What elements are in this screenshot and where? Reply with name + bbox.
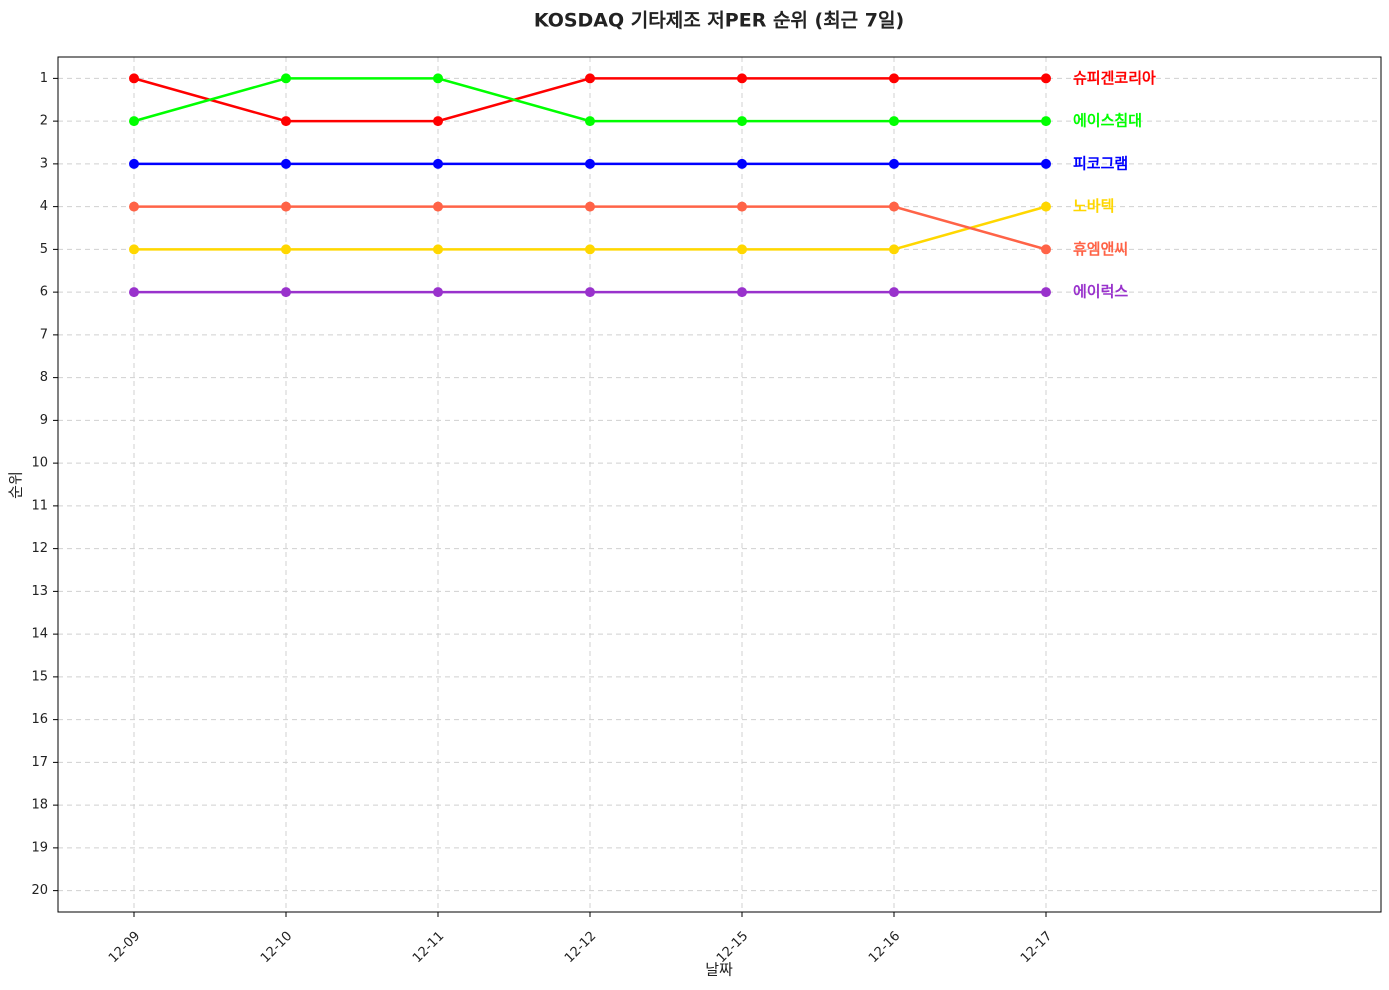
point <box>129 244 139 255</box>
point <box>433 201 443 212</box>
point <box>737 158 747 169</box>
x-tick-label: 12-11 <box>410 929 447 966</box>
point <box>585 73 595 84</box>
point <box>889 244 899 255</box>
y-tick-label: 19 <box>31 840 48 855</box>
series-label: 피코그램 <box>1073 154 1128 172</box>
point <box>1041 287 1051 298</box>
point <box>889 287 899 298</box>
point <box>129 158 139 169</box>
point <box>889 116 899 127</box>
y-tick-label: 11 <box>31 498 48 513</box>
point <box>585 287 595 298</box>
point <box>737 287 747 298</box>
x-tick-label: 12-12 <box>562 929 599 966</box>
x-tick-label: 12-16 <box>866 929 903 966</box>
point <box>585 158 595 169</box>
point <box>281 244 291 255</box>
point <box>433 244 443 255</box>
point <box>1041 158 1051 169</box>
point <box>737 201 747 212</box>
series-label: 휴엠앤씨 <box>1073 240 1128 258</box>
point <box>129 116 139 127</box>
point <box>737 244 747 255</box>
point <box>281 287 291 298</box>
y-tick-label: 15 <box>31 669 48 684</box>
point <box>585 116 595 127</box>
y-tick-label: 3 <box>40 156 48 171</box>
y-tick-label: 8 <box>40 370 48 385</box>
point <box>433 116 443 127</box>
point <box>433 73 443 84</box>
series-label: 노바텍 <box>1073 197 1114 215</box>
y-tick-label: 9 <box>40 413 48 428</box>
x-axis-label: 날짜 <box>705 961 733 979</box>
y-tick-label: 2 <box>40 114 48 129</box>
point <box>281 158 291 169</box>
y-tick-label: 10 <box>31 456 48 471</box>
y-tick-label: 13 <box>31 584 48 599</box>
y-tick-label: 4 <box>40 199 48 214</box>
point <box>889 201 899 212</box>
point <box>1041 73 1051 84</box>
y-tick-label: 12 <box>31 541 48 556</box>
point <box>281 201 291 212</box>
point <box>129 201 139 212</box>
point <box>1041 116 1051 127</box>
x-tick-label: 12-10 <box>258 929 295 966</box>
plot-frame <box>57 56 1382 913</box>
x-tick-label: 12-17 <box>1018 929 1055 966</box>
series-label: 에이럭스 <box>1073 283 1128 301</box>
point <box>585 244 595 255</box>
x-tick-label: 12-09 <box>106 929 143 966</box>
y-tick-label: 7 <box>40 327 48 342</box>
point <box>129 73 139 84</box>
point <box>1041 244 1051 255</box>
point <box>585 201 595 212</box>
point <box>433 287 443 298</box>
y-tick-label: 18 <box>31 798 48 813</box>
point <box>281 116 291 127</box>
y-tick-label: 1 <box>40 71 48 86</box>
point <box>737 116 747 127</box>
y-tick-label: 16 <box>31 712 48 727</box>
y-tick-label: 6 <box>40 285 48 300</box>
point <box>737 73 747 84</box>
point <box>433 158 443 169</box>
y-tick-label: 14 <box>31 627 48 642</box>
y-tick-label: 5 <box>40 242 48 257</box>
y-tick-label: 20 <box>31 883 48 898</box>
chart-title: KOSDAQ 기타제조 저PER 순위 (최근 7일) <box>534 10 904 32</box>
point <box>129 287 139 298</box>
y-tick-label: 17 <box>31 755 48 770</box>
point <box>889 73 899 84</box>
point <box>1041 201 1051 212</box>
point <box>889 158 899 169</box>
series-label: 슈피겐코리아 <box>1073 69 1156 87</box>
point <box>281 73 291 84</box>
series-label: 에이스침대 <box>1073 112 1142 130</box>
y-axis-label: 순위 <box>7 471 25 499</box>
